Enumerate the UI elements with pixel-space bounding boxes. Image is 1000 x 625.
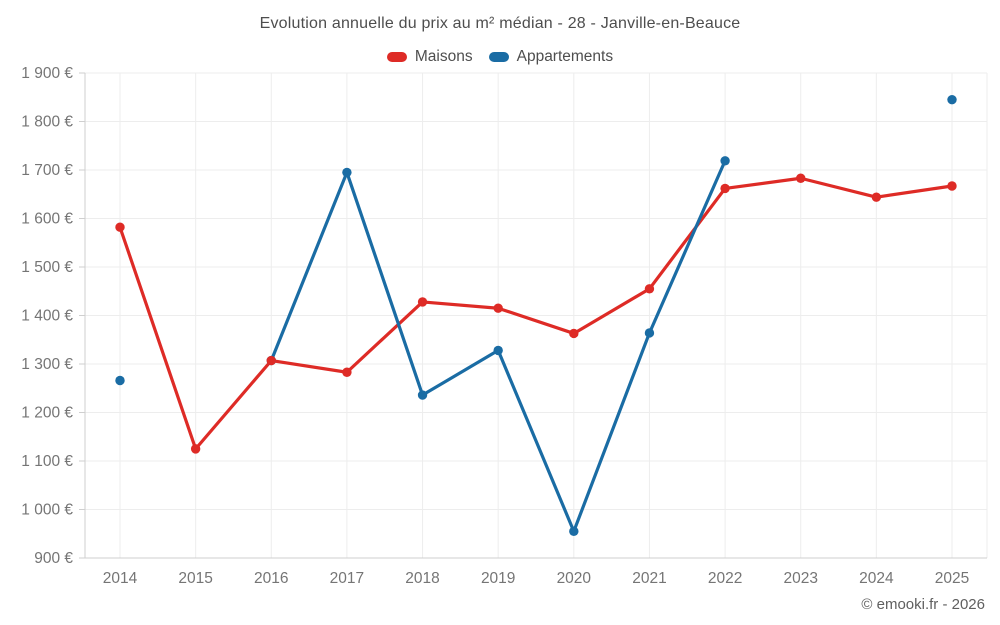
data-point-maisons [115, 222, 125, 232]
chart-title: Evolution annuelle du prix au m² médian … [259, 15, 741, 32]
data-point-maisons [493, 303, 503, 313]
y-tick-label: 1 400 € [21, 308, 73, 325]
y-tick-label: 1 800 € [21, 114, 73, 131]
x-tick-label: 2018 [405, 570, 439, 587]
series-line-maisons [118, 176, 954, 451]
data-point-maisons [266, 355, 276, 366]
x-tick-label: 2024 [859, 570, 894, 587]
y-tick-label: 1 200 € [21, 405, 73, 422]
x-tick-label: 2015 [178, 570, 212, 587]
data-point-appartements [644, 328, 655, 338]
data-point-maisons [871, 192, 882, 202]
chart-legend: Maisons Appartements [0, 45, 1000, 69]
legend-label-maisons: Maisons [414, 48, 473, 65]
data-point-appartements [493, 345, 503, 356]
data-point-appartements [342, 167, 352, 178]
data-point-appartements [417, 390, 428, 400]
data-point-appartements [569, 526, 579, 537]
y-tick-label: 1 700 € [21, 162, 73, 179]
y-tick-label: 1 500 € [21, 259, 73, 276]
data-point-maisons [644, 284, 655, 294]
legend-item-appartements[interactable]: Appartements [488, 48, 614, 66]
data-point-maisons [720, 183, 730, 194]
legend-swatch-appartements [488, 52, 509, 62]
data-point-maisons [190, 444, 201, 454]
x-tick-label: 2022 [708, 570, 742, 587]
data-point-maisons [417, 297, 428, 307]
x-tick-label: 2014 [103, 570, 138, 587]
data-point-appartements [947, 94, 957, 105]
copyright: © emooki.fr - 2026 [861, 596, 985, 613]
legend-label-appartements: Appartements [516, 48, 614, 65]
y-tick-label: 1 000 € [21, 502, 73, 519]
data-point-maisons [947, 181, 957, 191]
data-point-appartements [720, 156, 730, 166]
y-tick-label: 1 600 € [21, 211, 73, 228]
x-tick-label: 2017 [330, 570, 364, 587]
x-tick-label: 2023 [783, 570, 817, 587]
data-point-maisons [569, 328, 579, 339]
x-tick-label: 2021 [632, 570, 666, 587]
y-tick-label: 1 300 € [21, 356, 73, 373]
data-point-maisons [342, 367, 352, 377]
y-tick-label: 900 € [34, 550, 73, 567]
x-tick-label: 2020 [557, 570, 592, 587]
x-tick-label: 2016 [254, 570, 288, 587]
y-tick-label: 1 100 € [21, 453, 73, 470]
legend-swatch-maisons [386, 52, 407, 62]
data-point-maisons [796, 173, 806, 183]
y-tick-label: 1 900 € [21, 65, 73, 82]
x-tick-label: 2025 [935, 570, 969, 587]
data-point-appartements [115, 375, 125, 386]
x-tick-label: 2019 [481, 570, 515, 587]
legend-item-maisons[interactable]: Maisons [386, 48, 473, 66]
